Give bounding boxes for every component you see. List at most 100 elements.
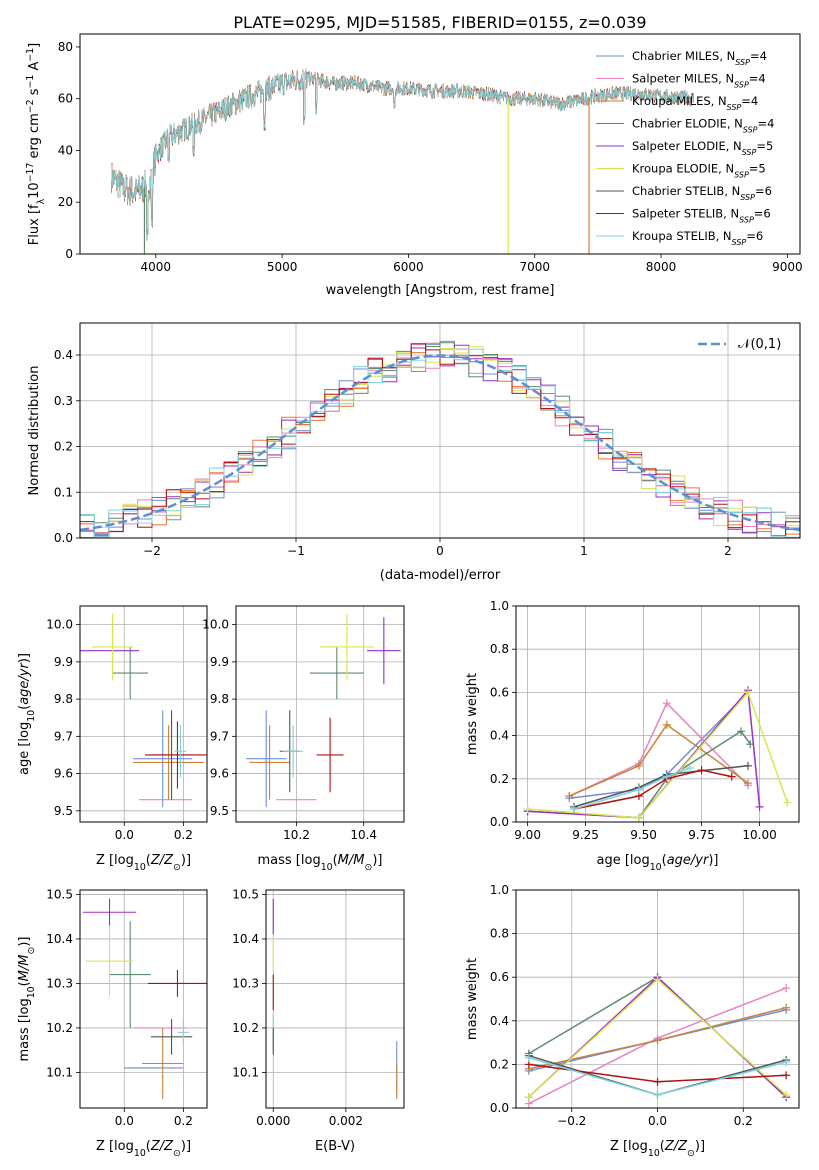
weight-series-line: [569, 723, 749, 797]
residual-histogram: [80, 344, 800, 538]
y-tick-label: 9.8: [210, 692, 229, 706]
x-tick-label: 10.2: [283, 828, 310, 842]
x-tick-label: 0.002: [329, 1114, 363, 1128]
y-tick-label: 0.2: [490, 772, 509, 786]
mass-vs-Z-frame: [79, 889, 208, 1109]
y-tick-label: 0.4: [490, 729, 509, 743]
y-tick-label: 60: [58, 92, 73, 106]
weight-series-line: [573, 765, 749, 808]
mass-vs-Z-axes: 0.0 0.2 10.1 10.2 10.3 10.4 10.5: [46, 887, 207, 1128]
age-vs-mass-frame: [235, 605, 405, 823]
mass-vs-ebv-frame: [265, 889, 405, 1109]
y-tick-label: 10.3: [232, 976, 259, 990]
weight-series-line: [569, 691, 749, 799]
y-tick-label: 0.1: [54, 485, 73, 499]
legend-entry: Chabrier ELODIE, NSSP=4: [632, 117, 774, 135]
x-tick-label: 9000: [772, 260, 803, 274]
y-tick-label: 9.7: [210, 729, 229, 743]
residuals-frame: [79, 322, 801, 539]
x-tick-label: 0.0: [115, 828, 134, 842]
y-tick-label: 10.2: [46, 1021, 73, 1035]
mass-vs-Z-ylabel: mass [log10(M/M⊙)]: [17, 937, 37, 1062]
y-tick-label: 9.5: [54, 804, 73, 818]
mass-vs-ebv-xlabel: E(B-V): [315, 1139, 355, 1154]
y-tick-label: 10.5: [232, 887, 259, 901]
x-tick-label: 7000: [519, 260, 550, 274]
spectrum-ylabel: Flux [fλ10−17 erg cm−2 s−1 A−1]: [25, 43, 47, 245]
x-tick-label: 0.0: [115, 1114, 134, 1128]
y-tick-label: 10.5: [46, 887, 73, 901]
legend-entry: Salpeter STELIB, NSSP=6: [632, 207, 771, 225]
x-tick-label: 2: [724, 544, 732, 558]
weight-series-line: [569, 701, 749, 797]
y-tick-label: 0.0: [54, 531, 73, 545]
mass-vs-Z-points: [82, 898, 207, 1100]
weight-vs-Z-ylabel: mass weight: [465, 958, 480, 1040]
x-tick-label: −2: [143, 544, 161, 558]
y-tick-label: 0.8: [490, 642, 509, 656]
y-tick-label: 9.5: [210, 804, 229, 818]
mass-vs-ebv-points: [272, 898, 398, 1100]
y-tick-label: 80: [58, 40, 73, 54]
y-tick-label: 9.6: [210, 767, 229, 781]
mass-vs-ebv-axes: 0.000 0.002 10.1 10.2 10.3 10.4 10.5: [232, 887, 404, 1128]
residuals-xlabel: (data-model)/error: [380, 568, 501, 583]
weight-vs-age-ylabel: mass weight: [465, 673, 480, 755]
x-tick-label: 10.4: [350, 828, 377, 842]
weight-vs-Z-frame: [515, 889, 800, 1109]
legend-entry: Kroupa ELODIE, NSSP=5: [632, 162, 766, 180]
page-title: PLATE=0295, MJD=51585, FIBERID=0155, z=0…: [233, 13, 646, 32]
y-tick-label: 10.4: [232, 932, 259, 946]
x-tick-label: 9.50: [630, 828, 657, 842]
y-tick-label: 10.1: [232, 1065, 259, 1079]
y-tick-label: 0.2: [54, 440, 73, 454]
weight-series-line: [573, 769, 732, 810]
legend-entry: Chabrier STELIB, NSSP=6: [632, 184, 772, 202]
residuals-ylabel: Normed distribution: [27, 366, 42, 496]
x-tick-label: 5000: [267, 260, 298, 274]
y-tick-label: 0.6: [490, 970, 509, 984]
x-tick-label: 4000: [141, 260, 172, 274]
y-tick-label: 10.2: [232, 1021, 259, 1035]
legend-entry: Salpeter MILES, NSSP=4: [632, 72, 766, 90]
weight-vs-age-axes: 9.00 9.25 9.50 9.75 10.00 0.0 0.2 0.4 0.6 0.8 1.0: [490, 599, 799, 842]
x-tick-label: 0.2: [174, 1114, 193, 1128]
y-tick-label: 1.0: [490, 599, 509, 613]
y-tick-label: 9.9: [210, 655, 229, 669]
weight-series-line: [527, 690, 789, 819]
legend-entry: Chabrier MILES, NSSP=4: [632, 49, 767, 67]
x-tick-label: 9.25: [572, 828, 599, 842]
age-vs-Z-ylabel: age [log10(age/yr)]: [17, 653, 37, 775]
gaussian-curve: [80, 354, 800, 532]
x-tick-label: 0.0: [648, 1114, 667, 1128]
y-tick-label: 10.4: [46, 932, 73, 946]
x-tick-label: 1: [580, 544, 588, 558]
legend-entry: Salpeter ELODIE, NSSP=5: [632, 139, 773, 157]
legend-entry: Kroupa STELIB, NSSP=6: [632, 229, 763, 247]
weight-vs-age-lines: [523, 686, 792, 822]
residual-steps: [80, 340, 800, 538]
x-tick-label: 8000: [646, 260, 677, 274]
x-tick-label: 0.2: [174, 828, 193, 842]
x-tick-label: 0: [436, 544, 444, 558]
y-tick-label: 40: [58, 143, 73, 157]
y-tick-label: 9.6: [54, 767, 73, 781]
weight-vs-age-xlabel: age [log10(age/yr)]: [596, 853, 718, 873]
legend-entry: 𝒩(0,1): [738, 337, 781, 352]
y-tick-label: 10.0: [46, 618, 73, 632]
y-tick-label: 0: [65, 247, 73, 261]
weight-vs-Z-axes: −0.2 0.0 0.2 0.0 0.2 0.4 0.6 0.8 1.0: [490, 883, 799, 1128]
x-tick-label: 0.2: [734, 1114, 753, 1128]
y-tick-label: 0.6: [490, 685, 509, 699]
y-tick-label: 9.8: [54, 692, 73, 706]
age-vs-Z-xlabel: Z [log10(Z/Z⊙)]: [96, 853, 191, 873]
y-tick-label: 0.0: [490, 815, 509, 829]
y-tick-label: 10.0: [202, 618, 229, 632]
x-tick-label: −0.2: [557, 1114, 586, 1128]
y-tick-label: 0.4: [54, 348, 73, 362]
y-tick-label: 0.8: [490, 927, 509, 941]
weight-vs-Z-lines: [524, 973, 791, 1108]
y-tick-label: 10.1: [46, 1065, 73, 1079]
spectrum-line: [111, 68, 694, 240]
x-tick-label: 9.75: [688, 828, 715, 842]
